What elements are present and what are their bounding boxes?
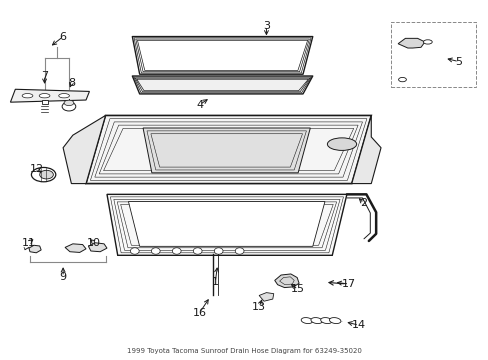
Bar <box>390 22 475 87</box>
Circle shape <box>214 248 223 254</box>
Ellipse shape <box>39 94 50 98</box>
Polygon shape <box>107 194 346 255</box>
Text: 17: 17 <box>342 279 356 289</box>
Circle shape <box>193 248 202 254</box>
Ellipse shape <box>301 318 312 324</box>
Text: 10: 10 <box>87 238 101 248</box>
Text: 13: 13 <box>252 302 265 312</box>
Polygon shape <box>259 293 273 301</box>
Ellipse shape <box>22 94 33 98</box>
Text: 3: 3 <box>263 21 269 31</box>
Polygon shape <box>128 202 325 246</box>
Text: 6: 6 <box>60 32 66 41</box>
Text: 11: 11 <box>22 238 36 248</box>
Polygon shape <box>10 89 89 102</box>
Polygon shape <box>63 116 105 184</box>
Text: 16: 16 <box>192 308 206 318</box>
Ellipse shape <box>329 318 340 324</box>
Polygon shape <box>88 243 107 252</box>
Ellipse shape <box>31 167 56 182</box>
Polygon shape <box>65 244 86 252</box>
Bar <box>41 100 47 104</box>
Text: 4: 4 <box>196 100 203 110</box>
Polygon shape <box>86 116 370 184</box>
Text: 9: 9 <box>60 272 66 282</box>
Polygon shape <box>143 128 310 173</box>
Text: 1999 Toyota Tacoma Sunroof Drain Hose Diagram for 63249-35020: 1999 Toyota Tacoma Sunroof Drain Hose Di… <box>127 348 361 354</box>
Circle shape <box>172 248 181 254</box>
Polygon shape <box>351 116 380 184</box>
Ellipse shape <box>310 318 322 324</box>
Ellipse shape <box>59 94 69 98</box>
Text: 14: 14 <box>351 320 366 330</box>
Text: 12: 12 <box>30 164 44 174</box>
Polygon shape <box>139 41 304 69</box>
Ellipse shape <box>398 77 406 82</box>
Ellipse shape <box>64 100 74 105</box>
Circle shape <box>130 248 139 254</box>
Text: 8: 8 <box>68 78 75 88</box>
Polygon shape <box>132 76 312 94</box>
Ellipse shape <box>423 40 431 44</box>
Ellipse shape <box>320 318 331 324</box>
Ellipse shape <box>327 138 356 150</box>
Circle shape <box>151 248 160 254</box>
Polygon shape <box>274 274 299 288</box>
Text: 7: 7 <box>41 71 48 81</box>
Text: 2: 2 <box>360 198 367 208</box>
Text: 5: 5 <box>455 57 462 67</box>
Circle shape <box>235 248 244 254</box>
Ellipse shape <box>62 102 76 111</box>
Text: 1: 1 <box>211 277 218 287</box>
Text: 15: 15 <box>290 284 305 294</box>
Ellipse shape <box>40 170 53 179</box>
Polygon shape <box>132 37 312 74</box>
Polygon shape <box>397 39 424 48</box>
Polygon shape <box>29 245 41 253</box>
